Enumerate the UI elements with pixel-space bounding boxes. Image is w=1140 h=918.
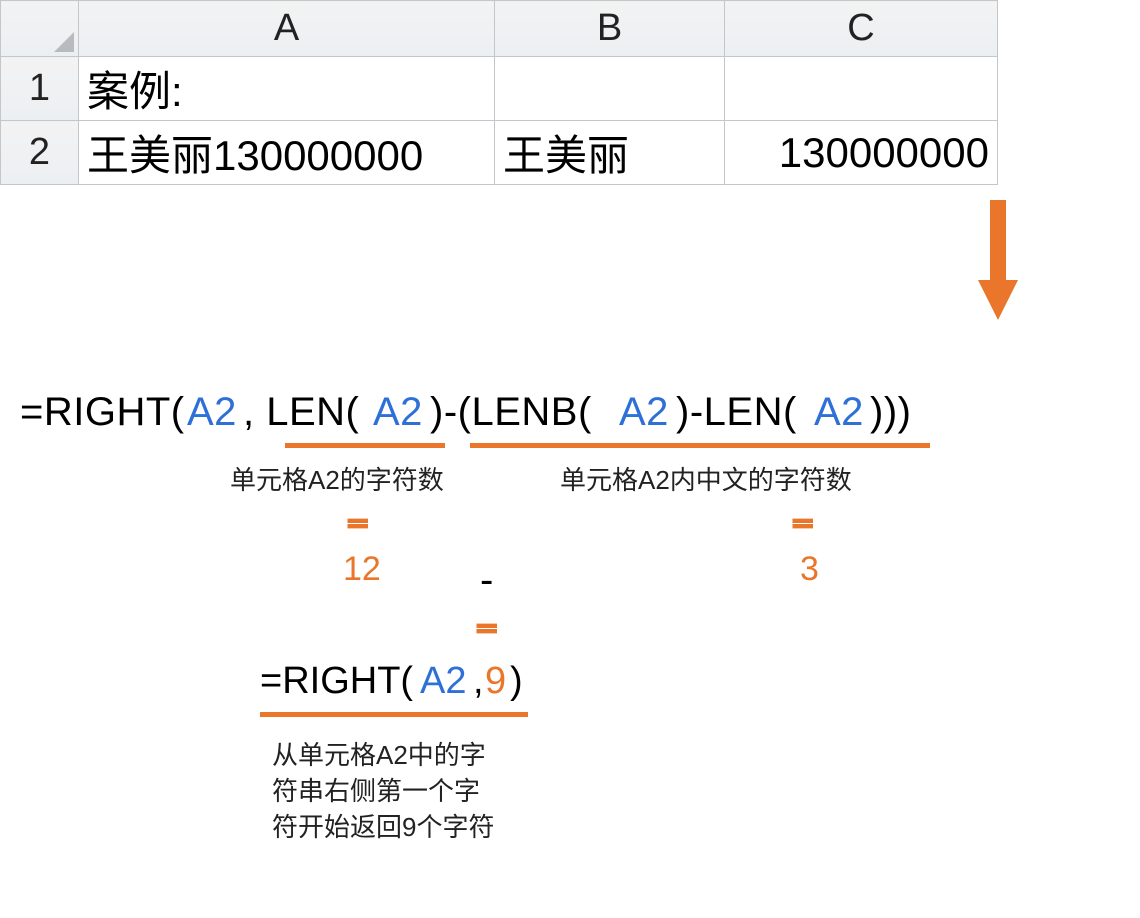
row-header-1[interactable]: 1 (1, 57, 79, 121)
value-0: 12 (343, 550, 381, 589)
col-header-b[interactable]: B (495, 1, 725, 57)
cell-c1[interactable] (725, 57, 998, 121)
cell-c2[interactable]: 130000000 (725, 121, 998, 185)
underline-0 (285, 443, 445, 448)
formula-token-5: A2 (619, 390, 669, 435)
formula-token-3: A2 (373, 390, 423, 435)
result-underline (260, 712, 528, 717)
value-1: 3 (800, 550, 819, 589)
final-anno-line-1: 符串右侧第一个字 (272, 771, 480, 808)
result-token-2: , (473, 660, 484, 703)
arrow-down-icon (978, 200, 1018, 320)
col-header-c[interactable]: C (725, 1, 998, 57)
cell-a2[interactable]: 王美丽130000000 (79, 121, 495, 185)
formula-token-6: )-LEN( (676, 390, 797, 435)
formula-token-8: ))) (870, 390, 911, 435)
eq-mark-1: II (784, 517, 818, 528)
formula-token-1: A2 (187, 390, 237, 435)
formula-token-7: A2 (814, 390, 864, 435)
col-header-a[interactable]: A (79, 1, 495, 57)
result-token-3: 9 (485, 660, 506, 703)
annotation-1: 单元格A2内中文的字符数 (560, 460, 852, 497)
spreadsheet-table: A B C 1 案例: 2 王美丽130000000 王美丽 130000000 (0, 0, 998, 185)
cell-b1[interactable] (495, 57, 725, 121)
underline-1 (470, 443, 930, 448)
annotation-0: 单元格A2的字符数 (230, 460, 444, 497)
result-token-1: A2 (420, 660, 466, 703)
cell-b2[interactable]: 王美丽 (495, 121, 725, 185)
formula-token-2: , LEN( (243, 390, 359, 435)
minus-op: - (480, 558, 493, 603)
final-anno-line-2: 符开始返回9个字符 (272, 807, 494, 844)
corner-triangle-icon (54, 32, 74, 52)
eq-mark-result: II (468, 622, 502, 633)
select-all-corner[interactable] (1, 1, 79, 57)
eq-mark-0: II (339, 517, 373, 528)
cell-a1[interactable]: 案例: (79, 57, 495, 121)
row-header-2[interactable]: 2 (1, 121, 79, 185)
final-anno-line-0: 从单元格A2中的字 (272, 735, 486, 772)
result-token-0: =RIGHT( (260, 660, 413, 703)
formula-token-0: =RIGHT( (20, 390, 185, 435)
result-token-4: ) (510, 660, 523, 703)
formula-token-4: )-(LENB( (430, 390, 592, 435)
